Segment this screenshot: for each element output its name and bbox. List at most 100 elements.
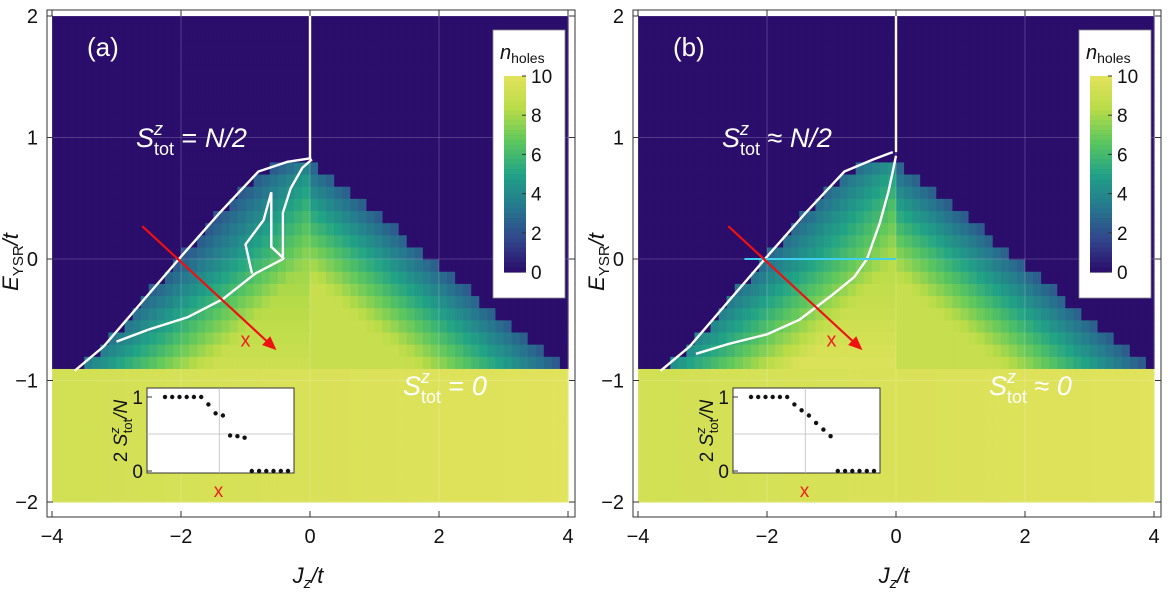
heatmap-cell: [447, 283, 456, 296]
heatmap-cell: [100, 441, 109, 454]
heatmap-cell: [1049, 429, 1058, 442]
heatmap-cell: [60, 417, 69, 430]
heatmap-cell: [936, 271, 945, 284]
heatmap-cell: [552, 320, 561, 333]
heatmap-cell: [68, 77, 77, 90]
heatmap-cell: [487, 417, 496, 430]
heatmap-cell: [181, 40, 190, 53]
heatmap-cell: [528, 308, 537, 321]
heatmap-cell: [1001, 77, 1010, 90]
heatmap-cell: [654, 308, 663, 321]
heatmap-cell: [985, 429, 994, 442]
heatmap-cell: [350, 490, 359, 503]
heatmap-cell: [318, 113, 327, 126]
heatmap-cell: [872, 320, 881, 333]
heatmap-cell: [977, 356, 986, 369]
heatmap-cell: [815, 65, 824, 78]
heatmap-cell: [76, 283, 85, 296]
heatmap-cell: [310, 295, 319, 308]
heatmap-cell: [278, 332, 287, 345]
heatmap-cell: [1090, 320, 1099, 333]
heatmap-cell: [439, 453, 448, 466]
heatmap-cell: [799, 89, 808, 102]
heatmap-cell: [662, 453, 671, 466]
heatmap-cell: [646, 466, 655, 479]
heatmap-cell: [638, 344, 647, 357]
heatmap-cell: [415, 320, 424, 333]
heatmap-cell: [383, 490, 392, 503]
heatmap-cell: [1041, 344, 1050, 357]
heatmap-cell: [342, 65, 351, 78]
heatmap-cell: [294, 478, 303, 491]
heatmap-cell: [1025, 210, 1034, 223]
heatmap-cell: [759, 235, 768, 248]
heatmap-cell: [686, 186, 695, 199]
heatmap-cell: [52, 381, 61, 394]
heatmap-cell: [391, 332, 400, 345]
heatmap-cell: [912, 259, 921, 272]
heatmap-cell: [560, 429, 569, 442]
heatmap-cell: [928, 381, 937, 394]
heatmap-cell: [1041, 453, 1050, 466]
heatmap-cell: [455, 174, 464, 187]
colorbar-tick-label: 6: [531, 145, 542, 166]
heatmap-cell: [181, 16, 190, 29]
heatmap-cell: [896, 125, 905, 138]
heatmap-cell: [1025, 490, 1034, 503]
heatmap-cell: [342, 125, 351, 138]
heatmap-cell: [1073, 344, 1082, 357]
inset-point: [206, 402, 210, 406]
y-tick-label: 1: [27, 128, 38, 150]
heatmap-cell: [149, 162, 158, 175]
heatmap-cell: [318, 40, 327, 53]
heatmap-cell: [310, 138, 319, 151]
heatmap-cell: [719, 259, 728, 272]
heatmap-cell: [952, 429, 961, 442]
heatmap-cell: [165, 223, 174, 236]
heatmap-cell: [936, 332, 945, 345]
heatmap-cell: [678, 65, 687, 78]
heatmap-cell: [399, 77, 408, 90]
heatmap-cell: [1114, 332, 1123, 345]
heatmap-cell: [181, 89, 190, 102]
heatmap-cell: [447, 89, 456, 102]
heatmap-cell: [952, 381, 961, 394]
heatmap-cell: [447, 186, 456, 199]
heatmap-cell: [165, 77, 174, 90]
heatmap-cell: [84, 235, 93, 248]
heatmap-cell: [928, 138, 937, 151]
heatmap-cell: [52, 162, 61, 175]
heatmap-cell: [463, 417, 472, 430]
heatmap-cell: [944, 162, 953, 175]
heatmap-cell: [60, 77, 69, 90]
heatmap-cell: [157, 295, 166, 308]
heatmap-cell: [391, 490, 400, 503]
heatmap-cell: [149, 40, 158, 53]
heatmap-cell: [447, 150, 456, 163]
heatmap-cell: [108, 65, 117, 78]
heatmap-cell: [229, 259, 238, 272]
heatmap-cell: [1009, 271, 1018, 284]
heatmap-cell: [205, 271, 214, 284]
heatmap-cell: [944, 138, 953, 151]
heatmap-cell: [92, 247, 101, 260]
heatmap-cell: [76, 441, 85, 454]
heatmap-cell: [68, 235, 77, 248]
heatmap-cell: [205, 344, 214, 357]
heatmap-cell: [1033, 490, 1042, 503]
heatmap-cell: [479, 332, 488, 345]
heatmap-cell: [969, 344, 978, 357]
heatmap-cell: [254, 198, 263, 211]
heatmap-cell: [856, 210, 865, 223]
heatmap-cell: [544, 368, 553, 381]
heatmap-cell: [439, 101, 448, 114]
heatmap-cell: [76, 198, 85, 211]
heatmap-cell: [944, 368, 953, 381]
heatmap-cell: [157, 101, 166, 114]
heatmap-cell: [76, 235, 85, 248]
heatmap-cell: [1065, 186, 1074, 199]
heatmap-cell: [149, 478, 158, 491]
heatmap-cell: [495, 478, 504, 491]
heatmap-cell: [880, 247, 889, 260]
heatmap-cell: [447, 320, 456, 333]
